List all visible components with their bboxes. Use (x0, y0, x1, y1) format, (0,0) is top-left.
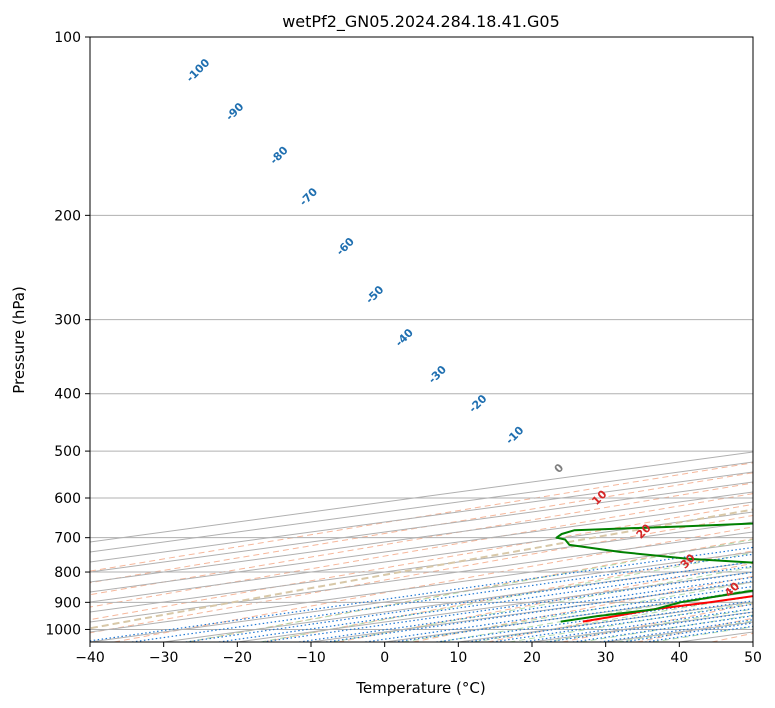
x-axis-label: Temperature (°C) (355, 679, 485, 697)
y-tick-label: 1000 (45, 622, 81, 638)
x-tick-label: −10 (296, 650, 326, 666)
isotherm-value-label: -80 (267, 144, 290, 167)
y-tick-label: 200 (54, 208, 81, 224)
mixing-ratio-line (185, 561, 753, 642)
y-tick-label: 600 (54, 491, 81, 507)
isotherm-line (384, 591, 753, 642)
mixing-ratio-line (522, 608, 753, 642)
isotherm-value-label: -100 (184, 56, 213, 85)
x-tick-label: 30 (597, 650, 615, 666)
y-tick-label: 100 (54, 30, 81, 46)
x-tick-label: 10 (449, 650, 467, 666)
moist-adiabat-line (403, 581, 753, 642)
moist-adiabat-line (473, 595, 753, 642)
plot-frame (89, 36, 754, 643)
mixing-ratio-line (467, 600, 753, 642)
moist-adiabat-line (580, 614, 753, 642)
isotherm-value-label: -10 (503, 424, 526, 447)
y-tick-label: 700 (54, 531, 81, 547)
isotherm-line (90, 481, 753, 573)
dry-adiabat-line (338, 562, 753, 642)
x-tick-label: −20 (223, 650, 253, 666)
moist-adiabat-value-label: 0 (552, 461, 567, 476)
plot-area: 0.10.20.40.611.52346810131620253036 -100… (90, 37, 753, 642)
dry-adiabat-line (90, 503, 753, 621)
isotherm-line (752, 641, 753, 642)
mixing-ratio-line (492, 603, 753, 642)
y-tick-label: 400 (54, 387, 81, 403)
isotherms (90, 451, 753, 642)
mixing-ratio-line (90, 546, 753, 642)
x-axis: −40 −30 −20 −10 0 10 20 30 40 50 (75, 642, 762, 666)
dry-adiabat-line (114, 526, 753, 642)
dry-adiabat-line (412, 575, 753, 642)
x-tick-label: 50 (744, 650, 762, 666)
boundary-curve (90, 508, 753, 630)
dry-adiabat-line (487, 589, 753, 642)
dewpoint-profile (555, 522, 753, 623)
isotherm-value-label: -70 (297, 185, 320, 208)
y-axis: 100 200 300 400 500 600 700 800 900 1000 (45, 30, 90, 638)
dry-adiabat-line (90, 493, 753, 608)
isotherm-line (90, 451, 753, 543)
isotherm-value-label: -60 (334, 235, 357, 258)
isotherm-value-label: -50 (363, 283, 386, 306)
isotherm-line (310, 581, 753, 642)
dry-adiabat-line (636, 617, 753, 642)
isotherm-value-label: -20 (466, 392, 489, 415)
isotherm-line (90, 531, 753, 623)
isotherm-line (531, 611, 753, 642)
isotherm-line (90, 521, 753, 613)
dry-adiabat-line (711, 632, 753, 642)
isotherm-line (90, 461, 753, 553)
sounding-series (555, 522, 753, 623)
y-axis-label: Pressure (hPa) (10, 286, 28, 394)
dry-adiabat-value-label: 30 (678, 551, 698, 571)
isotherm-value-label: -40 (393, 326, 416, 349)
mixing-ratio-line (131, 553, 753, 642)
isotherm-value-label: -30 (426, 363, 449, 386)
y-tick-label: 300 (54, 313, 81, 329)
moist-adiabat-line (509, 602, 753, 642)
y-tick-label: 900 (54, 595, 81, 611)
isotherm-line (90, 501, 753, 593)
isotherm-line (90, 471, 753, 563)
isotherm-line (90, 551, 753, 642)
y-tick-label: 500 (54, 444, 81, 460)
moist-adiabats (187, 539, 753, 642)
x-tick-label: 20 (523, 650, 541, 666)
x-tick-label: 0 (380, 650, 389, 666)
chart-title: wetPf2_GN05.2024.284.18.41.G05 (282, 12, 560, 32)
isotherm-line (679, 631, 753, 642)
boundary-line (90, 508, 753, 630)
isotherm-line (90, 511, 753, 603)
dry-adiabat-value-label: 10 (589, 487, 609, 507)
moist-adiabat-line (332, 566, 753, 642)
y-tick-label: 800 (54, 565, 81, 581)
x-tick-label: −30 (149, 650, 179, 666)
pressure-gridlines (90, 37, 753, 630)
x-tick-label: −40 (75, 650, 105, 666)
isotherm-value-label: -90 (223, 100, 246, 123)
moist-adiabat-line (187, 539, 753, 642)
isotherm-line (90, 491, 753, 583)
x-tick-label: 40 (670, 650, 688, 666)
moist-adiabat-line (544, 608, 753, 642)
dry-adiabat-line (562, 603, 753, 642)
